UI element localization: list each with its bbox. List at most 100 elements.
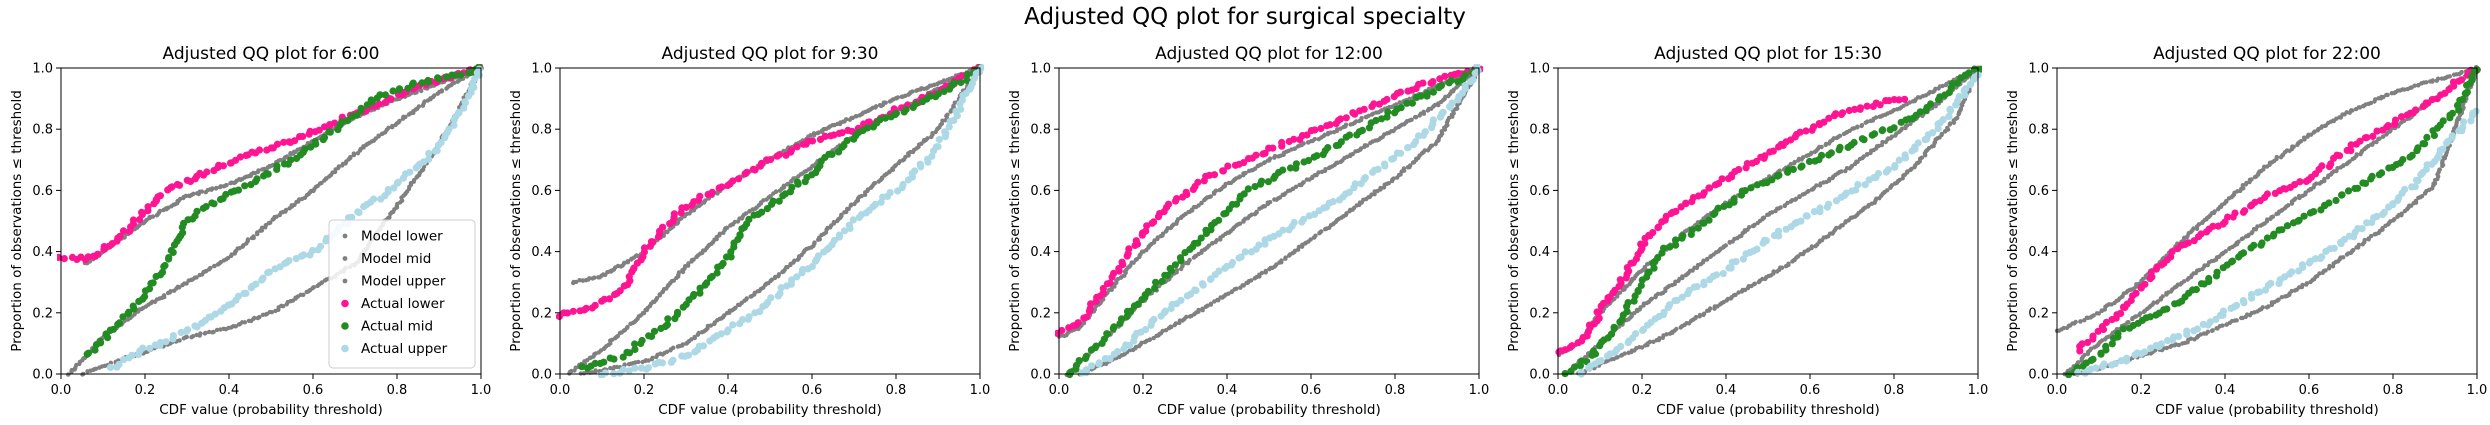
- data-point: [1855, 125, 1860, 130]
- data-point: [935, 135, 943, 144]
- data-point: [1200, 306, 1205, 311]
- x-tick-label: 0.8: [2383, 383, 2404, 398]
- legend-marker: [342, 278, 348, 284]
- data-point: [2082, 352, 2087, 358]
- data-point: [115, 319, 123, 327]
- data-point: [1110, 269, 1118, 277]
- data-point: [387, 215, 392, 220]
- data-point: [308, 246, 317, 255]
- data-point: [1859, 123, 1865, 128]
- data-point: [211, 310, 219, 318]
- y-tick-label: 0.2: [1030, 306, 1051, 321]
- data-point: [1842, 189, 1850, 197]
- data-point: [1174, 267, 1180, 273]
- data-point: [1616, 276, 1624, 284]
- data-point: [2327, 263, 2332, 269]
- data-point: [925, 136, 930, 141]
- data-point: [1408, 99, 1416, 107]
- data-point: [1899, 126, 1905, 131]
- data-point: [1150, 218, 1158, 226]
- data-point: [336, 164, 341, 169]
- data-point: [2437, 167, 2442, 172]
- y-tick-label: 0.0: [1529, 368, 1550, 383]
- data-point: [1654, 254, 1662, 262]
- data-point: [2210, 328, 2215, 333]
- data-point: [450, 121, 458, 129]
- data-point: [1624, 299, 1632, 307]
- data-point: [424, 78, 433, 86]
- data-point: [1319, 229, 1324, 234]
- data-point: [2089, 332, 2097, 340]
- data-point: [1429, 78, 1437, 86]
- data-point: [2240, 236, 2245, 241]
- data-point: [1313, 233, 1318, 238]
- data-point: [1735, 166, 1743, 174]
- series-actual-mid: [83, 64, 483, 358]
- data-point: [1343, 122, 1349, 127]
- data-point: [793, 273, 801, 281]
- data-point: [757, 159, 766, 167]
- data-point: [1810, 208, 1818, 216]
- data-point: [2065, 371, 2073, 378]
- data-point: [816, 130, 822, 135]
- data-point: [2356, 137, 2364, 145]
- data-point: [2270, 230, 2278, 238]
- data-point: [1142, 326, 1150, 334]
- data-point: [684, 351, 693, 359]
- data-point: [1082, 352, 1090, 361]
- data-point: [708, 323, 713, 328]
- data-point: [1730, 195, 1738, 203]
- data-point: [1232, 200, 1241, 208]
- data-point: [1163, 271, 1171, 279]
- data-point: [1680, 274, 1685, 279]
- data-point: [1316, 170, 1321, 175]
- x-tick-label: 0.8: [886, 383, 907, 398]
- data-point: [2096, 311, 2101, 316]
- data-point: [1861, 181, 1869, 189]
- data-point: [161, 261, 169, 270]
- data-point: [2270, 214, 2276, 219]
- data-point: [1118, 258, 1126, 266]
- data-point: [1151, 284, 1159, 292]
- data-point: [1836, 143, 1844, 151]
- data-point: [883, 100, 888, 105]
- data-point: [214, 185, 219, 191]
- data-point: [1654, 223, 1663, 231]
- data-point: [831, 220, 836, 225]
- data-point: [625, 259, 630, 264]
- x-tick-label: 0.0: [1548, 383, 1569, 398]
- y-tick-label: 0.0: [2028, 368, 2049, 383]
- data-point: [1769, 147, 1777, 155]
- data-point: [1939, 131, 1945, 137]
- data-point: [348, 154, 353, 160]
- data-point: [1712, 271, 1721, 279]
- data-point: [787, 146, 796, 154]
- x-axis-label: CDF value (probability threshold): [658, 402, 881, 418]
- data-point: [1150, 315, 1158, 323]
- figure-title: Adjusted QQ plot for surgical specialty: [1024, 4, 1466, 30]
- data-point: [2296, 193, 2302, 199]
- data-point: [1825, 114, 1833, 122]
- y-tick-label: 0.2: [32, 306, 53, 321]
- data-point: [744, 296, 749, 301]
- y-tick-label: 1.0: [2028, 62, 2049, 77]
- data-point: [1390, 154, 1398, 162]
- data-point: [129, 302, 137, 310]
- data-point: [214, 327, 220, 333]
- data-point: [1577, 357, 1586, 365]
- data-point: [775, 197, 783, 205]
- data-point: [680, 342, 685, 347]
- data-point: [631, 364, 639, 372]
- x-axis-label: CDF value (probability threshold): [1157, 402, 1380, 418]
- data-point: [1840, 223, 1845, 228]
- data-point: [1741, 187, 1749, 195]
- data-point: [777, 284, 785, 292]
- data-point: [233, 324, 238, 329]
- data-point: [1074, 319, 1082, 327]
- data-point: [1705, 216, 1713, 224]
- data-point: [1252, 151, 1260, 159]
- data-point: [1945, 125, 1950, 131]
- data-point: [1469, 76, 1477, 84]
- data-point: [1283, 255, 1288, 260]
